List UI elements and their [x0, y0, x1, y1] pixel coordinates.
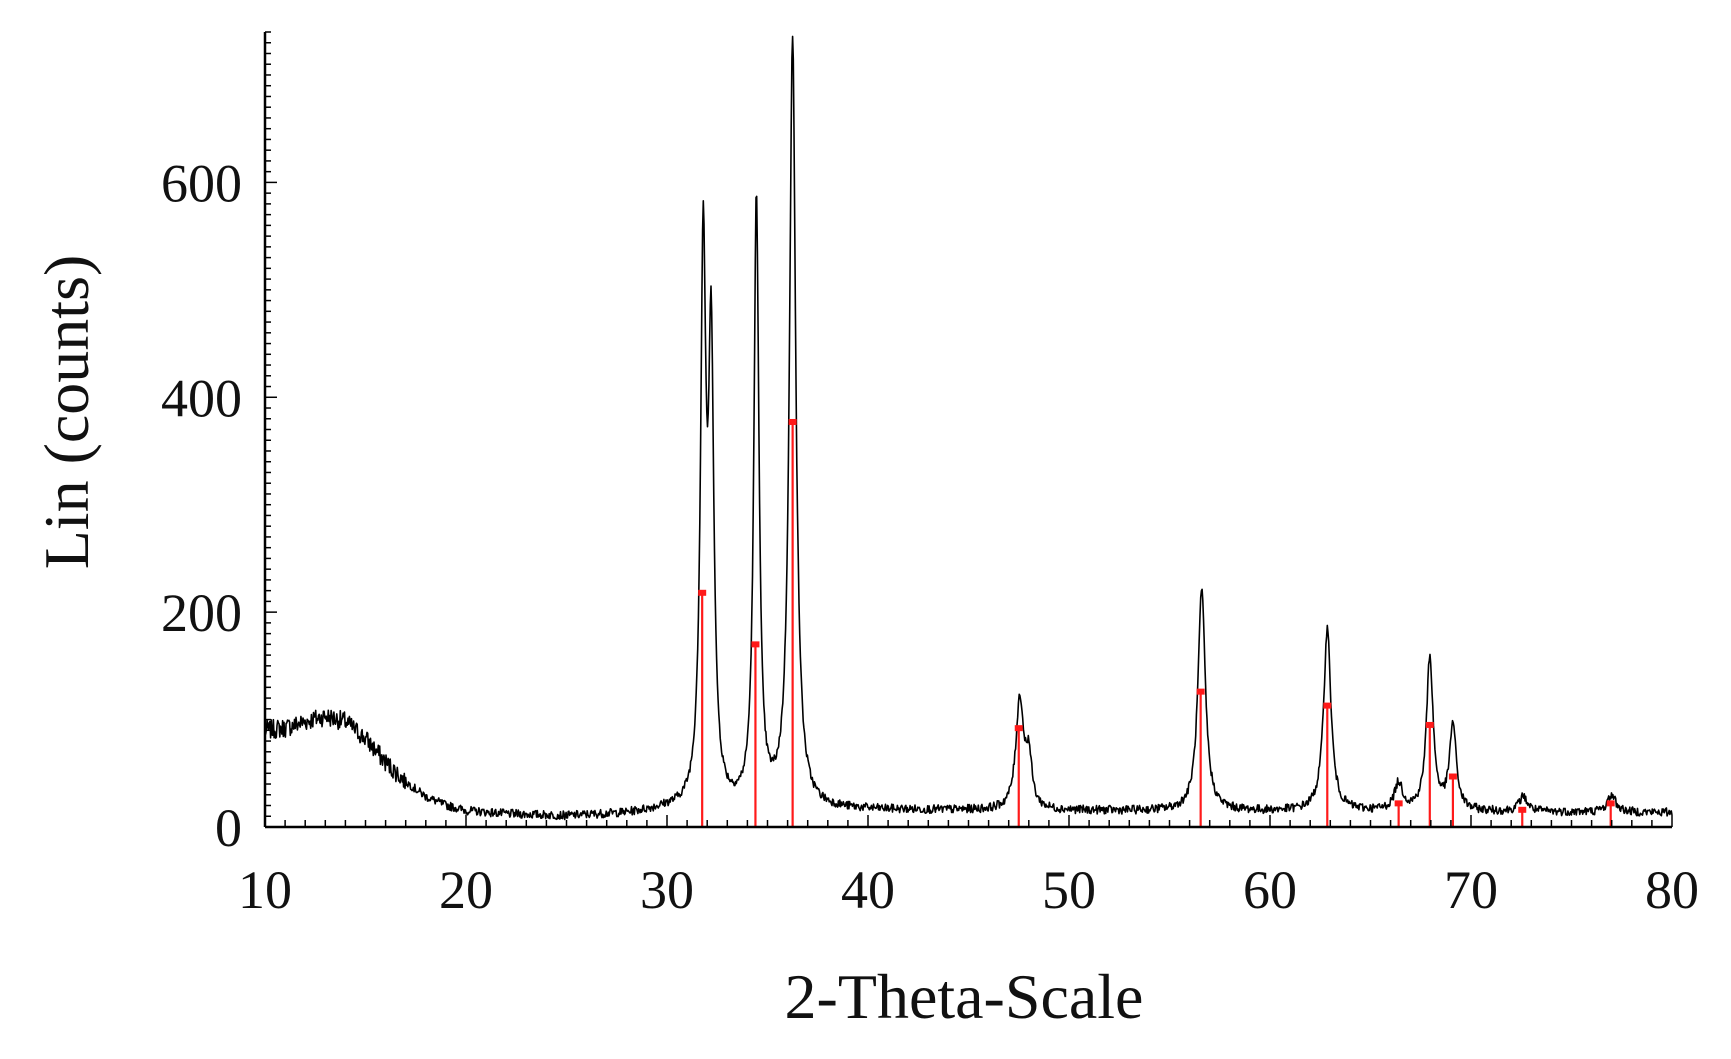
x-tick-label: 30 [640, 860, 694, 920]
x-tick-label: 80 [1645, 860, 1699, 920]
reference-line-marker [1448, 773, 1457, 780]
x-axis-title: 2-Theta-Scale [785, 961, 1144, 1032]
x-tick-label: 60 [1243, 860, 1297, 920]
reference-line-marker [788, 418, 797, 425]
reference-lines [698, 418, 1615, 827]
reference-line-marker [1518, 806, 1527, 813]
reference-line-marker [1425, 721, 1434, 728]
plot-area [264, 35, 1673, 827]
x-tick-label: 40 [841, 860, 895, 920]
x-tick-label: 10 [238, 860, 292, 920]
reference-line-marker [751, 641, 760, 648]
axes: 10 20 30 40 50 60 70 80 0 200 400 600 [161, 31, 1699, 920]
y-tick-labels: 0 200 400 600 [161, 153, 242, 858]
x-tick-labels: 10 20 30 40 50 60 70 80 [238, 860, 1699, 920]
diffraction-pattern-line [264, 35, 1673, 821]
reference-line-marker [1394, 800, 1403, 807]
x-tick-label: 20 [439, 860, 493, 920]
reference-line-marker [1196, 688, 1205, 695]
y-tick-label: 600 [161, 153, 242, 213]
y-tick-label: 200 [161, 583, 242, 643]
y-tick-label: 0 [215, 798, 242, 858]
reference-line-marker [1323, 702, 1332, 709]
x-tick-label: 70 [1444, 860, 1498, 920]
y-tick-label: 400 [161, 368, 242, 428]
x-minor-ticks [264, 815, 1673, 827]
reference-line-marker [1014, 725, 1023, 732]
y-minor-ticks [265, 31, 277, 828]
y-axis-title: Lin (counts) [31, 255, 102, 570]
x-tick-label: 50 [1042, 860, 1096, 920]
reference-line-marker [1606, 800, 1615, 807]
reference-line-marker [698, 589, 707, 596]
